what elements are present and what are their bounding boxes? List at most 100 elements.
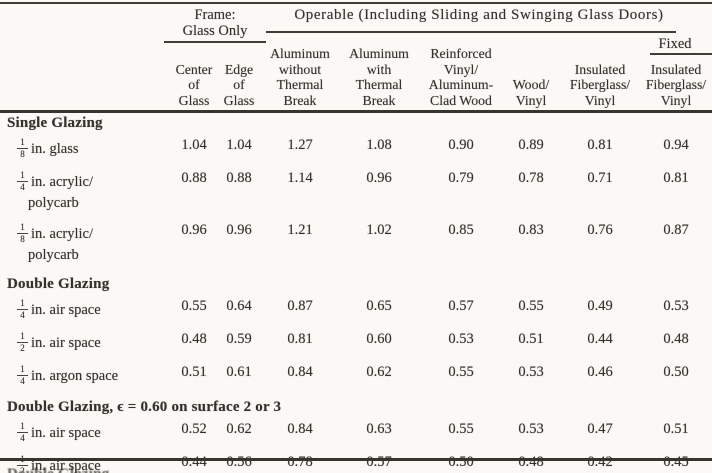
row-label: 1 4 in. air space <box>0 416 172 449</box>
table-row: 1 8 in. acrylic/polycarb 0.96 0.96 1.21 1.02 0.… <box>0 217 712 269</box>
value-cell: 0.56 <box>226 454 252 470</box>
value-cell: 0.44 <box>181 454 207 470</box>
value-cell: 0.51 <box>518 331 544 347</box>
value-cell: 0.50 <box>448 454 474 470</box>
fraction-numerator: 1 <box>17 223 28 234</box>
frame-group-heading: Frame: Glass Only <box>182 7 248 39</box>
row-label-second-line: polycarb <box>28 247 79 263</box>
fraction-numerator: 1 <box>17 171 28 182</box>
section-row: Single Glazing <box>0 113 712 132</box>
table-row: 1 4 in. air space 0.55 0.64 0.87 0.65 0.57 0.55 0… <box>0 293 712 326</box>
row-label-text: in. air space <box>31 335 101 351</box>
fraction-numerator: 1 <box>17 299 28 310</box>
column-header: Aluminum without Thermal Break <box>262 46 338 108</box>
fraction-denominator: 4 <box>20 376 25 386</box>
row-label: 1 4 in. acrylic/polycarb <box>0 165 172 217</box>
table-row: 1 4 in. air space 0.52 0.62 0.84 0.63 0.55 0.53 0… <box>0 416 712 449</box>
value-cell: 0.96 <box>226 222 252 238</box>
column-header: Wood/ Vinyl <box>502 77 560 108</box>
table-row: 1 4 in. acrylic/polycarb 0.88 0.88 1.14 0.96 0.… <box>0 165 712 217</box>
value-cell: 0.55 <box>448 421 474 437</box>
column-headers-row: Center of Glass Edge of Glass Aluminum wit… <box>0 46 712 108</box>
value-cell: 0.78 <box>287 454 313 470</box>
value-cell: 0.50 <box>663 364 689 380</box>
table-header: Frame: Glass Only Operable (Including Sl… <box>0 0 712 113</box>
value-cell: 0.48 <box>518 454 544 470</box>
value-cell: 0.48 <box>181 331 207 347</box>
value-cell: 0.53 <box>518 364 544 380</box>
header-bottom-rule <box>0 110 712 113</box>
value-cell: 0.47 <box>587 421 613 437</box>
fraction-denominator: 4 <box>20 433 25 443</box>
value-cell: 0.87 <box>287 298 313 314</box>
value-cell: 0.64 <box>226 298 252 314</box>
value-cell: 0.55 <box>448 364 474 380</box>
operable-group-heading: Operable (Including Sliding and Swinging… <box>294 7 664 23</box>
value-cell: 0.84 <box>287 364 313 380</box>
value-cell: 0.87 <box>663 222 689 238</box>
column-header-label: Insulated Fiberglass/ Vinyl <box>569 61 631 108</box>
value-cell: 0.96 <box>366 170 392 186</box>
column-header-label: Wood/ Vinyl <box>512 77 550 108</box>
value-cell: 0.59 <box>226 331 252 347</box>
value-cell: 0.53 <box>448 331 474 347</box>
value-cell: 1.27 <box>287 137 313 153</box>
fixed-group-rule <box>650 53 712 55</box>
glazing-u-factor-table: Single Glazing 1 8 in. glass 1.04 1.04 1.27 1.0… <box>0 113 712 473</box>
value-cell: 0.81 <box>287 331 313 347</box>
value-cell: 0.53 <box>518 421 544 437</box>
column-header: Reinforced Vinyl/ Aluminum- Clad Wood <box>420 46 502 108</box>
section-row: Double Glazing <box>0 269 712 293</box>
top-rule <box>0 2 712 4</box>
section-heading: Double Glazing <box>7 276 110 292</box>
row-label-second-line: polycarb <box>28 195 79 211</box>
value-cell: 0.62 <box>226 421 252 437</box>
column-header-label: Reinforced Vinyl/ Aluminum- Clad Wood <box>428 46 494 108</box>
value-cell: 0.81 <box>663 170 689 186</box>
value-cell: 0.76 <box>587 222 613 238</box>
column-header-label: Edge of Glass <box>223 61 255 108</box>
value-cell: 0.63 <box>366 421 392 437</box>
row-label-text: in. air space <box>31 302 101 318</box>
value-cell: 0.60 <box>366 331 392 347</box>
value-cell: 0.65 <box>366 298 392 314</box>
value-cell: 0.78 <box>518 170 544 186</box>
column-header: Center of Glass <box>172 62 216 109</box>
value-cell: 0.44 <box>587 331 613 347</box>
value-cell: 0.84 <box>287 421 313 437</box>
fraction-denominator: 4 <box>20 182 25 192</box>
column-header-label: Aluminum with Thermal Break <box>349 46 409 108</box>
value-cell: 0.55 <box>181 298 207 314</box>
table-row: 1 8 in. glass 1.04 1.04 1.27 1.08 0.90 0.89 0.81 0… <box>0 132 712 165</box>
value-cell: 0.71 <box>587 170 613 186</box>
value-cell: 0.42 <box>587 454 613 470</box>
fraction-numerator: 1 <box>17 365 28 376</box>
column-header: Insulated Fiberglass/ Vinyl <box>560 62 640 109</box>
value-cell: 0.94 <box>663 137 689 153</box>
table-bottom-rule <box>0 458 712 461</box>
section-heading: Single Glazing <box>7 115 103 131</box>
value-cell: 0.49 <box>587 298 613 314</box>
value-cell: 1.14 <box>287 170 313 186</box>
frame-group-rule <box>164 41 266 43</box>
value-cell: 0.52 <box>181 421 207 437</box>
value-cell: 0.96 <box>181 222 207 238</box>
fraction-denominator: 4 <box>20 310 25 320</box>
fraction-numerator: 1 <box>17 138 28 149</box>
value-cell: 0.90 <box>448 137 474 153</box>
column-header: Insulated Fiberglass/ Vinyl <box>640 62 712 109</box>
value-cell: 0.48 <box>663 331 689 347</box>
row-label: 1 8 in. acrylic/polycarb <box>0 217 172 269</box>
value-cell: 0.79 <box>448 170 474 186</box>
table-row: 1 4 in. argon space 0.51 0.61 0.84 0.62 0.55 0.5… <box>0 359 712 392</box>
value-cell: 0.81 <box>587 137 613 153</box>
value-cell: 0.45 <box>663 454 689 470</box>
value-cell: 0.53 <box>663 298 689 314</box>
